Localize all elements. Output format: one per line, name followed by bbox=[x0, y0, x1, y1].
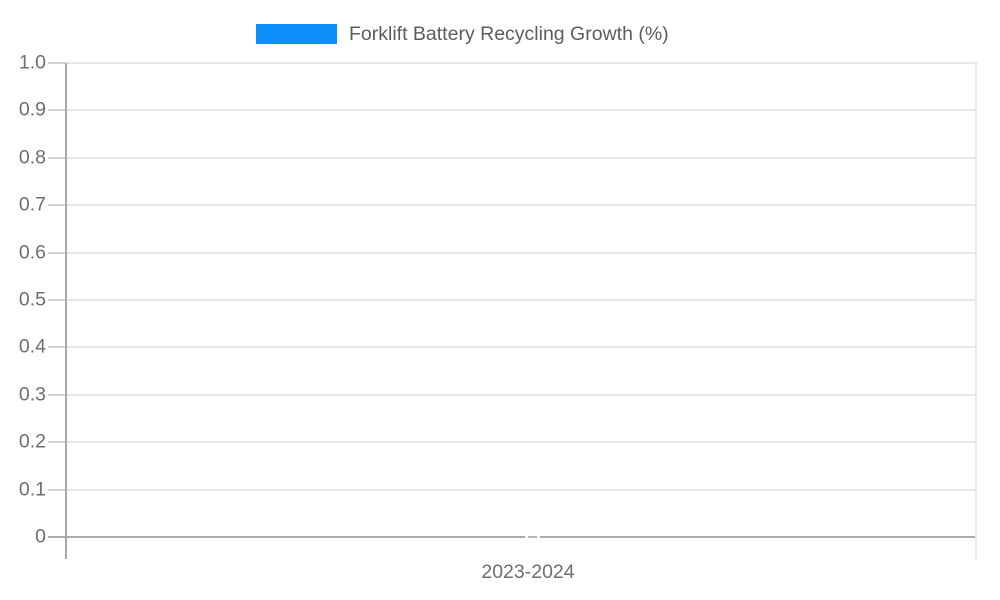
gridline bbox=[65, 251, 977, 254]
y-axis-tick bbox=[48, 156, 65, 159]
gridline bbox=[65, 299, 977, 301]
y-axis-tick-label: 0.2 bbox=[18, 430, 46, 453]
x-axis-category-label: 2023-2024 bbox=[481, 561, 575, 583]
y-axis-tick bbox=[48, 441, 65, 444]
y-axis-line bbox=[65, 63, 67, 559]
y-axis-tick bbox=[48, 346, 65, 349]
y-axis-tick-label: 0.7 bbox=[18, 193, 46, 216]
y-axis-tick-label: 0.4 bbox=[18, 335, 46, 358]
y-axis-tick-label: 1.0 bbox=[18, 51, 46, 74]
y-axis-tick bbox=[48, 536, 65, 538]
gridline bbox=[65, 109, 977, 112]
gridline bbox=[65, 488, 977, 491]
legend-series-label: Forklift Battery Recycling Growth (%) bbox=[349, 23, 669, 45]
legend: Forklift Battery Recycling Growth (%) bbox=[0, 24, 1000, 45]
y-axis-tick-label: 0 bbox=[35, 525, 46, 548]
x-baseline bbox=[65, 536, 977, 538]
y-axis-tick bbox=[48, 62, 65, 64]
gridline bbox=[65, 441, 977, 444]
y-axis-tick bbox=[48, 204, 65, 207]
gridline bbox=[65, 62, 977, 64]
y-axis-tick bbox=[48, 488, 65, 491]
gridline bbox=[65, 393, 977, 396]
gridline bbox=[65, 204, 977, 207]
y-axis-tick-label: 0.6 bbox=[18, 241, 46, 264]
y-axis-tick bbox=[48, 109, 65, 112]
y-axis-tick-label: 0.3 bbox=[18, 383, 46, 406]
gridline bbox=[65, 156, 977, 159]
y-axis-tick-label: 0.9 bbox=[18, 98, 46, 121]
y-axis-tick bbox=[48, 251, 65, 254]
y-axis-tick bbox=[48, 393, 65, 396]
y-axis-tick bbox=[48, 299, 65, 301]
y-axis-tick-label: 0.8 bbox=[18, 146, 46, 169]
y-axis-tick-label: 0.5 bbox=[18, 288, 46, 311]
plot-right-border bbox=[975, 63, 977, 559]
gridline bbox=[65, 346, 977, 349]
y-axis-tick-label: 0.1 bbox=[18, 478, 46, 501]
zero-value-bar-marker bbox=[528, 536, 537, 538]
legend-swatch bbox=[256, 24, 337, 44]
